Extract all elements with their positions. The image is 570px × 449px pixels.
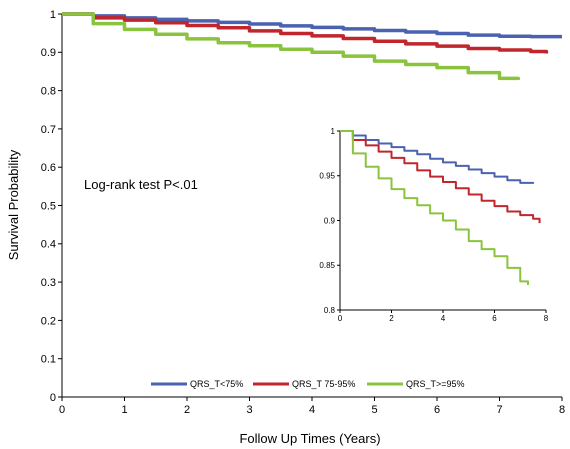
inset-y-tick-label: 0.9	[324, 216, 336, 225]
inset-series-group	[340, 130, 541, 285]
main-y-tick-label: 0.6	[41, 162, 56, 174]
main-series-qrs-t-75	[62, 12, 562, 39]
main-series-group	[62, 12, 562, 81]
inset-x-tick-label: 8	[544, 314, 549, 323]
y-axis-label: Survival Probability	[6, 149, 21, 260]
legend-label-qrs-t-75-95: QRS_T 75-95%	[292, 379, 355, 389]
main-y-tick-label: 0.5	[41, 200, 56, 212]
inset-series-qrs-t-75	[340, 130, 535, 184]
main-series-qrs-t-75-95	[62, 12, 549, 54]
inset-x-tick-label: 0	[338, 314, 343, 323]
main-y-tick-label: 0.4	[41, 239, 56, 251]
inset-x-tick-label: 2	[389, 314, 394, 323]
main-y-tick-label: 0.2	[41, 315, 56, 327]
main-x-tick-label: 3	[246, 404, 252, 416]
inset-series-qrs-t-75-95	[340, 130, 541, 224]
main-x-tick-label: 4	[309, 404, 315, 416]
main-y-tick-label: 0	[50, 392, 56, 404]
main-x-tick-label: 5	[371, 404, 377, 416]
legend-label-qrs-t-gte95: QRS_T>=95%	[406, 379, 465, 389]
inset-x-tick-label: 4	[441, 314, 446, 323]
main-x-tick-label: 8	[559, 404, 565, 416]
main-x-tick-label: 2	[184, 404, 190, 416]
inset-y-tick-label: 0.85	[319, 261, 335, 270]
main-x-tick-label: 7	[496, 404, 502, 416]
inset-y-tick-label: 1	[331, 127, 336, 136]
inset-background	[314, 120, 557, 325]
main-y-tick-label: 0.3	[41, 277, 56, 289]
main-x-tick-label: 0	[59, 404, 65, 416]
main-y-tick-label: 0.7	[41, 124, 56, 136]
inset-y-tick-label: 0.95	[319, 172, 335, 181]
legend-label-qrs-t-lt75: QRS_T<75%	[190, 379, 243, 389]
main-ticks: 0 1 2 3 4 5 6 7 8 0 0.1 0.2 0.3 0.4 0.5 0.6 0.7 0.8 0.9 1	[41, 9, 565, 416]
main-x-tick-label: 1	[121, 404, 127, 416]
inset-series-qrs-t-95	[340, 130, 529, 285]
logrank-annotation: Log-rank test P<.01	[84, 177, 198, 192]
x-axis-label: Follow Up Times (Years)	[239, 431, 380, 446]
legend: QRS_T<75% QRS_T 75-95% QRS_T>=95%	[151, 379, 465, 389]
main-y-tick-label: 1	[50, 9, 56, 21]
main-x-tick-label: 6	[434, 404, 440, 416]
main-y-tick-label: 0.9	[41, 47, 56, 59]
inset-x-tick-label: 6	[492, 314, 497, 323]
inset-ticks: 0 2 4 6 8 0.8 0.85 0.9 0.95 1	[319, 127, 548, 323]
main-y-tick-label: 0.1	[41, 354, 56, 366]
inset-y-tick-label: 0.8	[324, 306, 336, 315]
main-y-tick-label: 0.8	[41, 85, 56, 97]
main-series-qrs-t-95	[62, 12, 520, 81]
